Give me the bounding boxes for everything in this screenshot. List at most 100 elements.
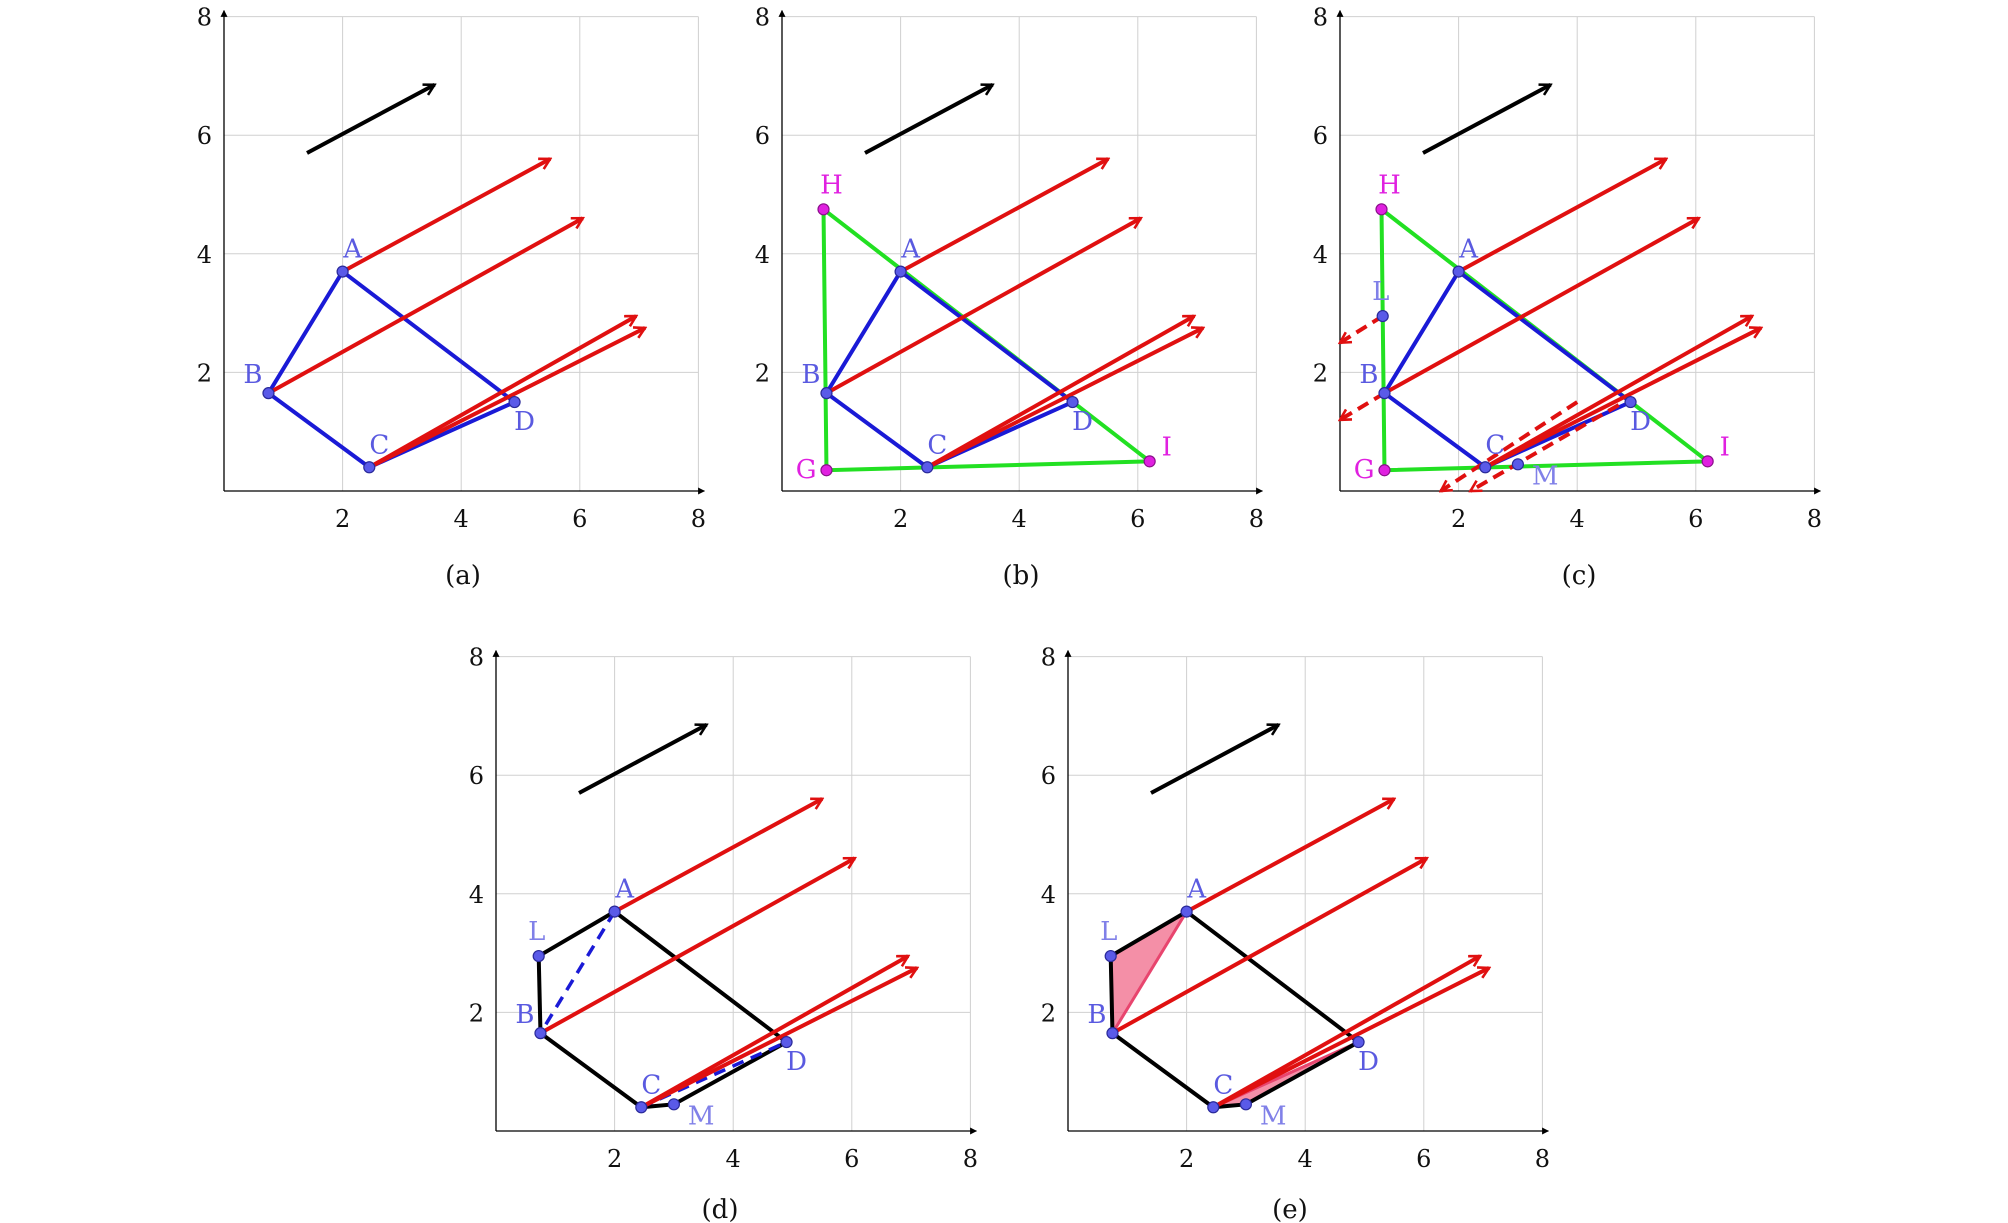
x-tick-label: 2 xyxy=(1451,505,1466,533)
point-d xyxy=(1066,395,1079,409)
point-b xyxy=(1106,1027,1119,1040)
y-tick-label: 4 xyxy=(469,881,484,909)
label-a: A xyxy=(614,875,635,905)
point-m xyxy=(667,1098,681,1111)
red-ray xyxy=(267,216,582,395)
x-tick-label: 6 xyxy=(572,505,587,533)
x-tick-label: 6 xyxy=(1130,505,1145,533)
y-tick-label: 4 xyxy=(1041,881,1056,909)
label-c: C xyxy=(1213,1070,1233,1100)
y-tick-label: 6 xyxy=(1041,762,1056,790)
y-tick-label: 6 xyxy=(469,762,484,790)
y-tick-label: 2 xyxy=(755,359,770,387)
label-b: B xyxy=(243,360,262,390)
red-ray xyxy=(613,797,823,914)
caption-c: (c) xyxy=(1562,561,1597,591)
y-tick-label: 4 xyxy=(755,241,770,269)
polygon-abcd xyxy=(1381,268,1635,470)
label-d: D xyxy=(1630,407,1651,437)
x-tick-label: 8 xyxy=(1249,505,1264,533)
x-tick-label: 8 xyxy=(1807,505,1822,533)
y-tick-label: 4 xyxy=(1313,241,1328,269)
label-m: M xyxy=(688,1101,715,1131)
panel-a: 2 2 4 4 6 6 8 8 A B C D xyxy=(197,4,706,533)
point-g xyxy=(1378,464,1391,477)
polygon-abcd xyxy=(265,268,519,470)
point-d xyxy=(780,1035,793,1049)
y-tick-label: 8 xyxy=(1041,644,1056,672)
x-tick-label: 4 xyxy=(1298,1145,1313,1173)
bounding-triangle xyxy=(1379,205,1714,473)
point-l xyxy=(1104,949,1117,963)
polygon-abcd xyxy=(823,268,1077,470)
red-ray xyxy=(368,326,645,470)
caption-a: (a) xyxy=(445,561,481,591)
red-ray xyxy=(899,157,1109,274)
point-m xyxy=(1511,458,1525,471)
point-b xyxy=(534,1027,547,1040)
label-d: D xyxy=(1358,1047,1379,1077)
x-tick-label: 8 xyxy=(963,1145,978,1173)
red-ray xyxy=(1457,157,1667,274)
point-l xyxy=(1376,309,1389,323)
label-g: G xyxy=(1354,455,1375,485)
y-tick-label: 2 xyxy=(1041,999,1056,1027)
label-i: I xyxy=(1162,432,1172,462)
label-i: I xyxy=(1720,432,1730,462)
label-m: M xyxy=(1532,461,1559,491)
point-d xyxy=(1352,1035,1365,1049)
y-tick-label: 8 xyxy=(1313,4,1328,32)
bounding-triangle xyxy=(821,205,1156,473)
point-c xyxy=(1207,1101,1220,1114)
red-ray xyxy=(1111,856,1426,1035)
point-l xyxy=(532,949,545,963)
dashed-red-ray xyxy=(1340,391,1386,422)
label-l: L xyxy=(1372,277,1389,307)
direction-arrow xyxy=(1150,723,1278,795)
x-tick-label: 8 xyxy=(691,505,706,533)
label-h: H xyxy=(1378,170,1401,200)
point-a xyxy=(894,265,907,278)
panel-e: 2 2 4 4 6 6 8 8 A B C D L M xyxy=(1041,644,1550,1173)
label-b: B xyxy=(1087,1000,1106,1030)
point-h xyxy=(1375,203,1388,216)
label-c: C xyxy=(927,430,947,460)
point-b xyxy=(262,387,275,400)
label-g: G xyxy=(796,455,817,485)
dashed-red-ray xyxy=(1470,403,1620,493)
point-m xyxy=(1239,1098,1253,1111)
red-ray xyxy=(1212,954,1480,1110)
y-tick-label: 2 xyxy=(197,359,212,387)
convex-hull xyxy=(536,909,791,1110)
red-ray xyxy=(539,856,854,1035)
label-d: D xyxy=(1072,407,1093,437)
label-l: L xyxy=(1100,917,1117,947)
y-tick-label: 8 xyxy=(469,644,484,672)
red-ray xyxy=(1185,797,1395,914)
point-h xyxy=(817,203,830,216)
direction-arrow xyxy=(578,723,706,795)
panel-b: 2 2 4 4 6 6 8 8 A B C D H G I xyxy=(755,4,1264,533)
label-b: B xyxy=(515,1000,534,1030)
x-tick-label: 8 xyxy=(1535,1145,1550,1173)
point-d xyxy=(1624,395,1637,409)
red-ray xyxy=(368,314,636,470)
x-tick-label: 6 xyxy=(1416,1145,1431,1173)
panel-c: 2 2 4 4 6 6 8 8 A B C D H G I L M xyxy=(1313,4,1822,533)
red-ray xyxy=(1212,966,1489,1110)
label-l: L xyxy=(528,917,545,947)
x-tick-label: 4 xyxy=(1012,505,1027,533)
x-tick-label: 4 xyxy=(1570,505,1585,533)
x-tick-label: 2 xyxy=(1179,1145,1194,1173)
y-tick-label: 4 xyxy=(197,241,212,269)
direction-arrow xyxy=(864,83,992,155)
label-c: C xyxy=(1485,430,1505,460)
direction-arrow xyxy=(1422,83,1550,155)
label-b: B xyxy=(1359,360,1378,390)
label-b: B xyxy=(801,360,820,390)
y-tick-label: 6 xyxy=(1313,122,1328,150)
x-tick-label: 4 xyxy=(726,1145,741,1173)
point-b xyxy=(820,387,833,400)
caption-d: (d) xyxy=(702,1195,739,1223)
dashed-red-ray xyxy=(1340,314,1384,345)
